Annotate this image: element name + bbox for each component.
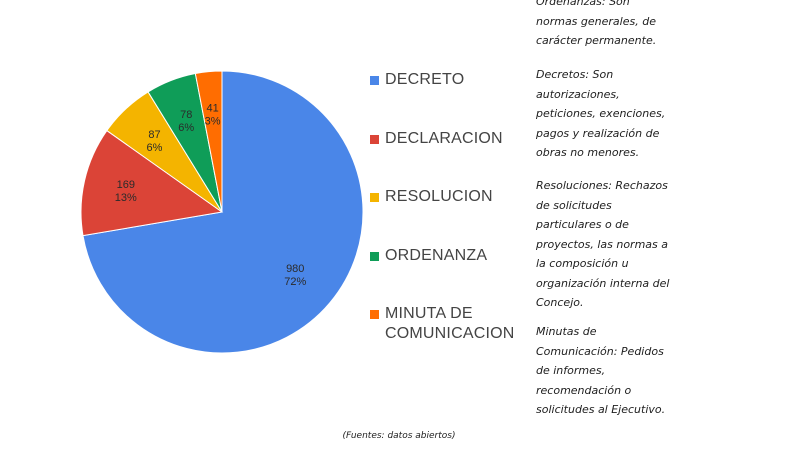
note-resoluciones: Resoluciones: Rechazos de solicitudes pa…	[536, 179, 670, 309]
legend-label: DECLARACION	[385, 130, 503, 147]
legend-item-decreto: DECRETO	[370, 70, 525, 90]
legend-label: DECRETO	[385, 71, 465, 88]
legend-swatch	[370, 252, 379, 261]
slice-label-value: 980	[286, 263, 304, 275]
slice-label-value: 87	[148, 129, 160, 141]
pie-slice-decreto	[82, 70, 364, 354]
slice-label-percent: 13%	[115, 192, 137, 204]
note-decretos: Decretos: Son autorizaciones, peticiones…	[536, 68, 666, 159]
slice-label-value: 169	[117, 179, 135, 191]
slice-label-percent: 3%	[205, 116, 221, 128]
legend-label: ORDENANZA	[385, 247, 488, 264]
slice-label-value: 41	[207, 103, 219, 115]
slice-label-value: 78	[180, 109, 192, 121]
legend-item-declaracion: DECLARACION	[370, 129, 525, 149]
slice-label-percent: 6%	[178, 122, 194, 134]
legend-label: MINUTA DE COMUNICACION	[385, 305, 515, 342]
pie-slice-labels: 980 72% 169 13% 87 6% 78 6% 41 3%	[115, 103, 307, 288]
note-ordenanzas: Ordenanzas: Son normas generales, de car…	[536, 0, 657, 47]
slice-label-percent: 6%	[147, 142, 163, 154]
slice-label-percent: 72%	[284, 276, 306, 288]
legend-swatch	[370, 310, 379, 319]
pie-slice-declaracion	[80, 129, 224, 237]
pie-chart: 980 72% 169 13% 87 6% 78 6% 41 3%	[80, 70, 364, 354]
pie-slice-minuta-de-comunicacion	[194, 70, 223, 213]
note-minutas: Minutas de Comunicación: Pedidos de info…	[536, 325, 666, 416]
legend-label: RESOLUCION	[385, 188, 493, 205]
legend-item-resolucion: RESOLUCION	[370, 187, 525, 207]
legend-swatch	[370, 135, 379, 144]
legend-swatch	[370, 193, 379, 202]
source-caption: (Fuentes: datos abiertos)	[342, 431, 456, 441]
legend-item-minuta: MINUTA DE COMUNICACION	[370, 304, 525, 344]
pie-slices	[80, 70, 364, 354]
legend-swatch	[370, 76, 379, 85]
legend-item-ordenanza: ORDENANZA	[370, 246, 525, 266]
